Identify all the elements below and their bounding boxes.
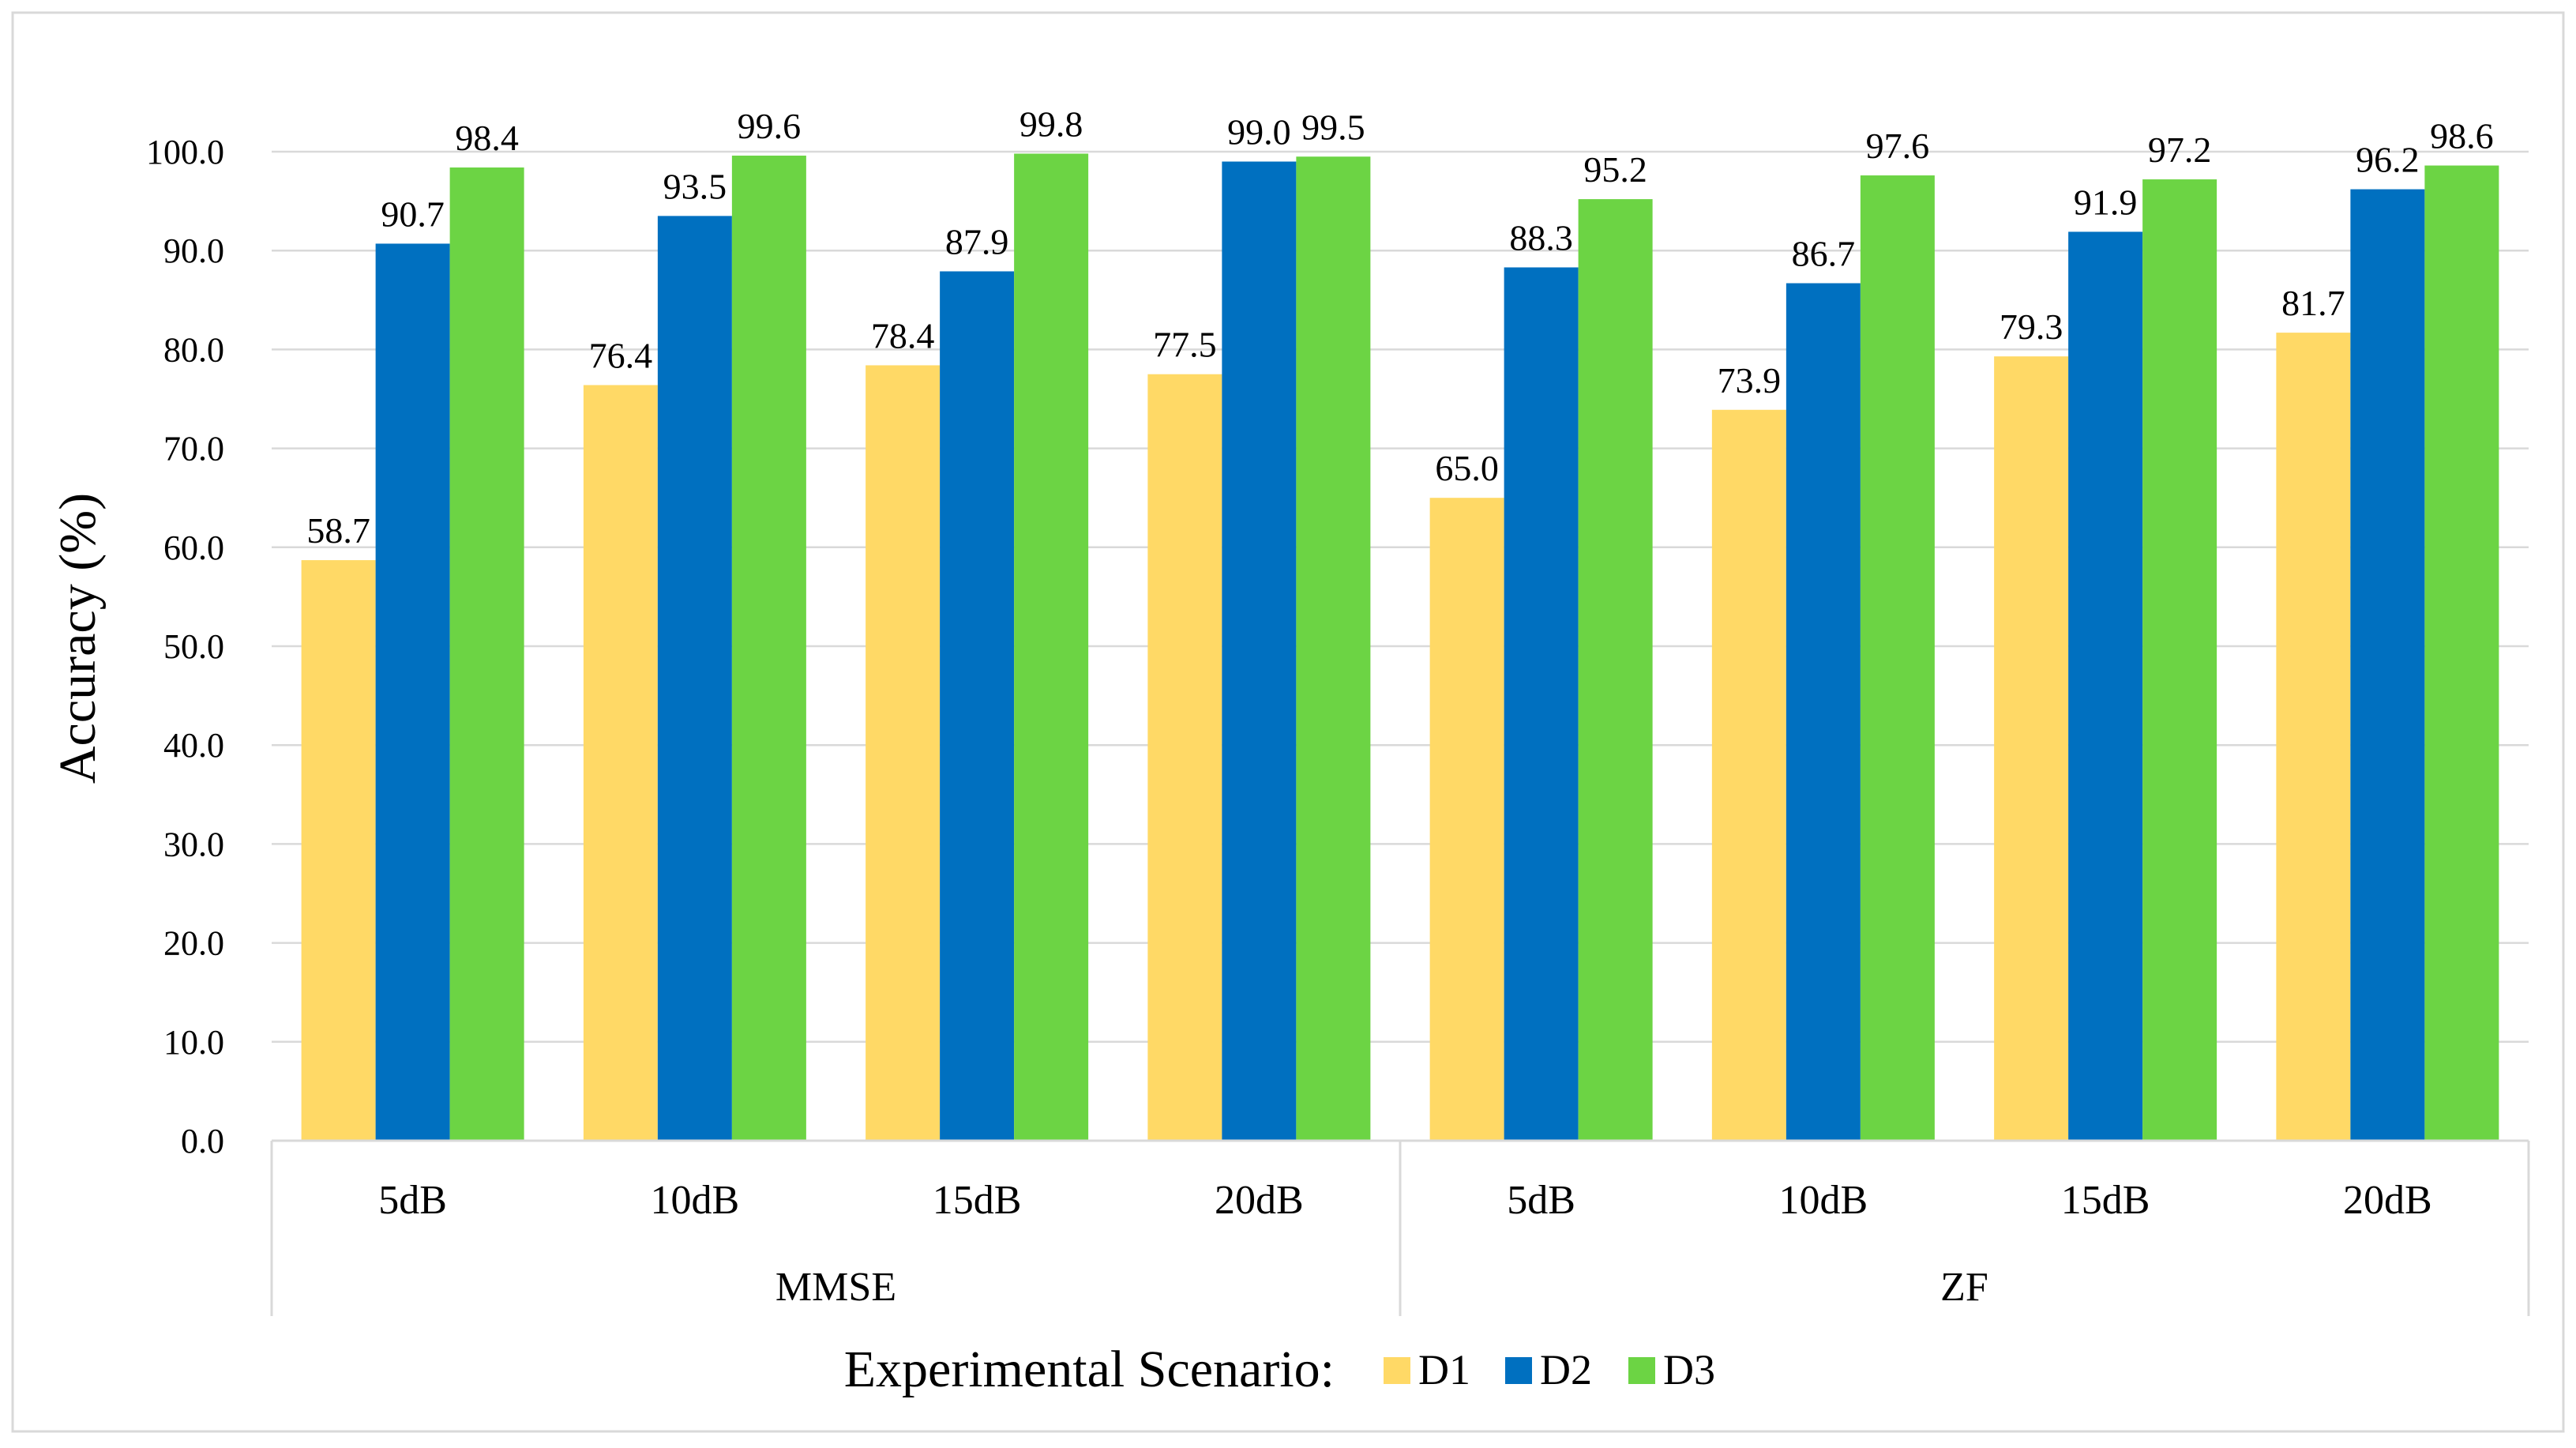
legend-swatch-d1 bbox=[1384, 1357, 1410, 1384]
x-tick-label: 15dB bbox=[933, 1178, 1022, 1223]
chart-border bbox=[11, 11, 2565, 1433]
legend-label-d3: D3 bbox=[1663, 1346, 1715, 1393]
bar-d3 bbox=[1014, 153, 1089, 1141]
y-tick-label: 70.0 bbox=[163, 430, 224, 468]
bar-d2 bbox=[940, 271, 1015, 1141]
bar-d1 bbox=[1711, 409, 1786, 1141]
data-label: 77.5 bbox=[1153, 325, 1217, 365]
y-tick-label: 80.0 bbox=[163, 330, 224, 369]
x-tick-label: 5dB bbox=[378, 1178, 447, 1223]
data-label: 95.2 bbox=[1583, 149, 1647, 190]
data-label: 90.7 bbox=[381, 194, 445, 234]
bar-d1 bbox=[1994, 356, 2069, 1141]
data-label: 98.6 bbox=[2430, 116, 2494, 156]
x-group-label: ZF bbox=[1940, 1265, 1988, 1310]
bar-d2 bbox=[2068, 231, 2143, 1141]
bar-d3 bbox=[1860, 175, 1935, 1141]
bar-d1 bbox=[866, 365, 941, 1141]
data-label: 99.6 bbox=[738, 106, 802, 146]
bar-d3 bbox=[2424, 165, 2499, 1141]
data-label: 99.5 bbox=[1301, 107, 1365, 147]
y-tick-label: 60.0 bbox=[163, 528, 224, 567]
y-tick-label: 100.0 bbox=[146, 133, 224, 171]
bar-d2 bbox=[657, 216, 732, 1141]
data-label: 87.9 bbox=[945, 221, 1009, 261]
bars bbox=[301, 153, 2499, 1141]
legend-title: Experimental Scenario: bbox=[844, 1341, 1335, 1398]
data-label: 99.8 bbox=[1020, 104, 1083, 145]
x-tick-label: 10dB bbox=[651, 1178, 740, 1223]
x-tick-label: 20dB bbox=[1215, 1178, 1304, 1223]
bar-d2 bbox=[1504, 267, 1579, 1141]
y-axis-label: Accuracy (%) bbox=[49, 493, 107, 784]
bar-d1 bbox=[301, 560, 376, 1141]
data-label: 91.9 bbox=[2074, 182, 2138, 222]
y-tick-label: 20.0 bbox=[163, 924, 224, 963]
data-label: 86.7 bbox=[1792, 234, 1856, 274]
legend-swatch-d3 bbox=[1628, 1357, 1655, 1384]
data-label: 98.4 bbox=[455, 118, 519, 158]
legend: Experimental Scenario: D1 D2 D3 bbox=[844, 1341, 1715, 1398]
x-tick-label: 5dB bbox=[1507, 1178, 1575, 1223]
bar-d2 bbox=[1222, 161, 1297, 1141]
bar-d3 bbox=[449, 167, 524, 1141]
bar-d1 bbox=[583, 385, 658, 1141]
y-tick-label: 90.0 bbox=[163, 231, 224, 270]
y-tick-label: 50.0 bbox=[163, 627, 224, 666]
y-tick-label: 10.0 bbox=[163, 1023, 224, 1062]
x-tick-label: 20dB bbox=[2343, 1178, 2432, 1223]
data-labels: 58.7 76.4 78.4 77.5 65.0 73.9 79.3 81.7 90.7 93.5… bbox=[306, 104, 2493, 551]
legend-label-d2: D2 bbox=[1540, 1346, 1592, 1393]
x-tick-label: 10dB bbox=[1779, 1178, 1868, 1223]
bar-d3 bbox=[2142, 179, 2217, 1141]
data-label: 79.3 bbox=[2000, 307, 2063, 347]
data-label: 88.3 bbox=[1509, 217, 1573, 258]
data-label: 65.0 bbox=[1435, 448, 1499, 488]
data-label: 81.7 bbox=[2281, 283, 2345, 323]
data-label: 99.0 bbox=[1227, 112, 1291, 152]
y-tick-label: 40.0 bbox=[163, 726, 224, 765]
data-label: 97.6 bbox=[1866, 126, 1930, 166]
bar-d1 bbox=[1147, 374, 1222, 1141]
legend-label-d1: D1 bbox=[1418, 1346, 1470, 1393]
bar-d3 bbox=[731, 156, 806, 1141]
y-tick-label: 30.0 bbox=[163, 825, 224, 863]
x-tick-label: 15dB bbox=[2061, 1178, 2150, 1223]
data-label: 58.7 bbox=[306, 510, 370, 551]
bar-d3 bbox=[1296, 156, 1371, 1141]
data-label: 76.4 bbox=[589, 335, 653, 375]
bar-d2 bbox=[375, 243, 450, 1141]
axes: 0.0 10.0 20.0 30.0 40.0 50.0 60.0 70.0 80.0 90.0 1… bbox=[146, 133, 2530, 1316]
x-group-label: MMSE bbox=[775, 1265, 896, 1310]
bar-d2 bbox=[1786, 283, 1861, 1141]
legend-swatch-d2 bbox=[1505, 1357, 1532, 1384]
bar-d1 bbox=[2276, 333, 2351, 1141]
y-tick-label: 0.0 bbox=[181, 1122, 224, 1160]
bar-d3 bbox=[1578, 199, 1653, 1141]
data-label: 93.5 bbox=[663, 166, 727, 206]
data-label: 96.2 bbox=[2356, 140, 2420, 180]
bar-d1 bbox=[1429, 498, 1504, 1141]
data-label: 97.2 bbox=[2148, 130, 2212, 170]
data-label: 73.9 bbox=[1718, 360, 1782, 401]
bar-d2 bbox=[2350, 189, 2425, 1141]
data-label: 78.4 bbox=[871, 315, 935, 355]
